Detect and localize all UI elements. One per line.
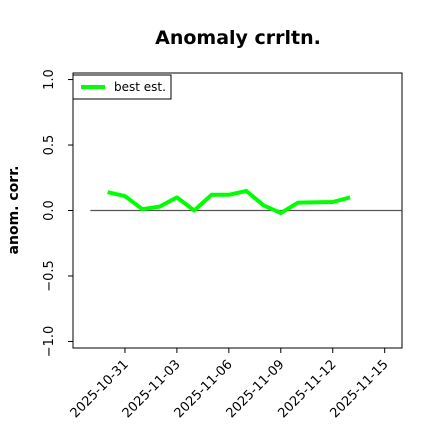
legend: best est.	[72, 74, 172, 100]
y-axis-label: anom. corr.	[6, 166, 22, 255]
chart-title: Anomaly crrltn.	[155, 27, 321, 49]
legend-label-best-est: best est.	[114, 80, 166, 94]
y-tick-label: −0.5	[42, 260, 57, 292]
y-tick-label: 0.0	[42, 200, 57, 221]
y-tick-label: −1.0	[42, 326, 57, 358]
series-line-best-est	[107, 188, 351, 216]
y-tick-label: 1.0	[42, 69, 57, 90]
y-tick-label: 0.5	[42, 135, 57, 156]
plot-area: −1.0−0.50.00.51.02025-10-312025-11-03202…	[42, 69, 403, 421]
